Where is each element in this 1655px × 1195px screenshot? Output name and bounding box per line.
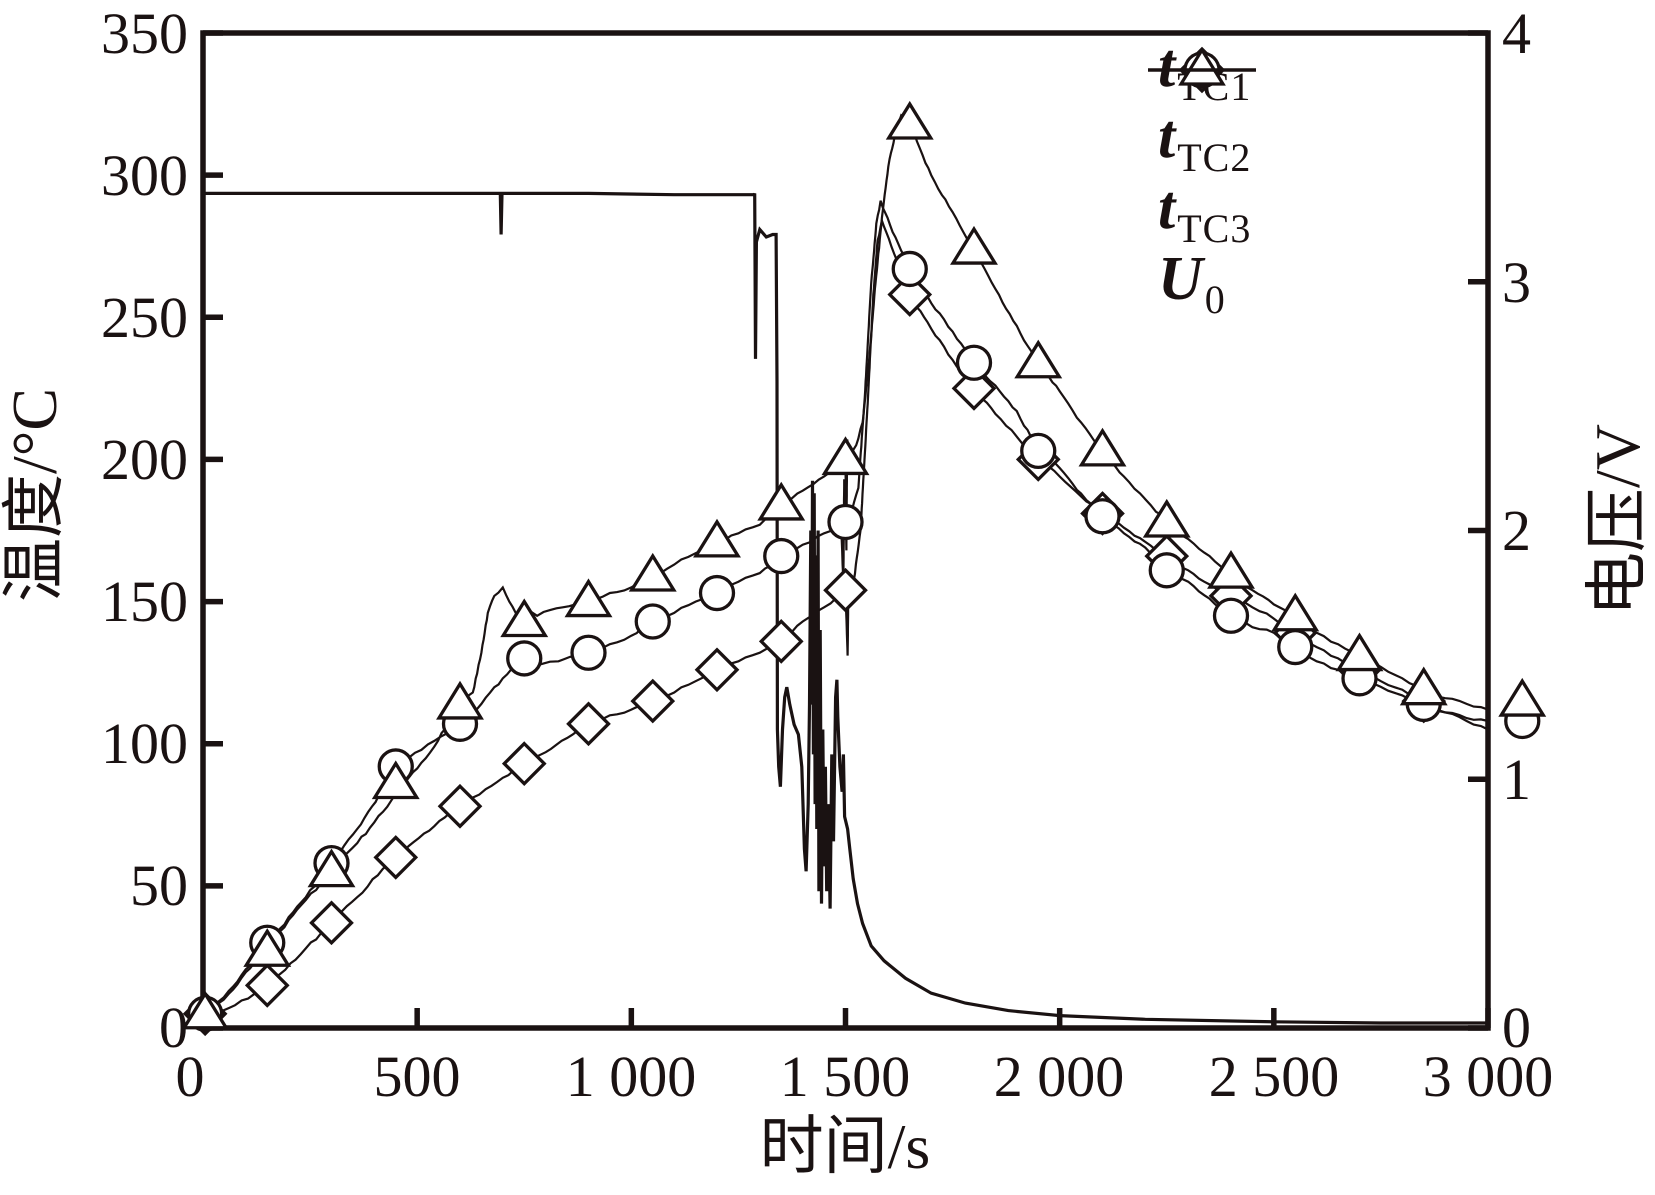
y-right-tick-0: 0 xyxy=(1502,995,1531,1060)
diamond-marker-t_TC1 xyxy=(630,678,676,724)
y-left-tick-100: 100 xyxy=(101,711,188,776)
circle-marker-t_TC2 xyxy=(1277,628,1314,666)
triangle-marker-t_TC3 xyxy=(1078,427,1127,467)
legend-entry-u0: U0 xyxy=(1146,68,1256,322)
triangle-marker-t_TC3 xyxy=(757,481,806,521)
legend-label-u0: U0 xyxy=(1158,245,1226,322)
diamond-marker-t_TC1 xyxy=(694,647,740,693)
legend-label-ttc3: tTC3 xyxy=(1158,174,1252,251)
triangle-marker-t_TC3 xyxy=(885,100,934,140)
y-left-tick-350: 350 xyxy=(101,1,188,66)
triangle-marker-t_TC3 xyxy=(500,598,549,638)
triangle-marker-t_TC3 xyxy=(1399,666,1448,706)
x-axis-title: 时间/s xyxy=(759,1111,931,1182)
circle-marker-t_TC2 xyxy=(827,503,864,541)
diamond-marker-t_TC1 xyxy=(951,366,997,411)
circle-marker-t_TC2 xyxy=(1084,498,1121,535)
diamond-marker-t_TC1 xyxy=(887,272,933,317)
legend-entry-ttc2: tTC2 xyxy=(1146,51,1256,180)
triangle-marker-t_TC3 xyxy=(821,436,870,476)
y-left-tick-50: 50 xyxy=(130,853,188,918)
circle-marker-t_TC2 xyxy=(570,634,607,671)
series-line-t_TC3 xyxy=(202,113,1489,1021)
circle-marker-t_TC2 xyxy=(955,344,993,381)
triangle-marker-t_TC3 xyxy=(307,848,356,888)
x-tick-1000: 1 000 xyxy=(565,1044,697,1109)
triangle-marker-t_TC3 xyxy=(1142,498,1191,538)
triangle-marker-t_TC3 xyxy=(628,552,677,592)
y-right-tick-3: 3 xyxy=(1502,250,1531,315)
y-left-axis-title: 温度/°C xyxy=(0,387,70,603)
diamond-marker-t_TC1 xyxy=(437,783,483,829)
y-left-tick-300: 300 xyxy=(101,143,188,208)
diamond-marker-t_TC1 xyxy=(373,835,419,880)
y-right-axis-title: 电压/V xyxy=(1582,424,1653,616)
diamond-marker-t_TC1 xyxy=(758,619,804,664)
triangle-marker-t_TC3 xyxy=(1335,632,1384,672)
series-line-U_0 xyxy=(203,191,1488,1025)
triangle-marker-t_TC3 xyxy=(1207,550,1255,589)
x-tick-0: 0 xyxy=(175,1044,205,1109)
triangle-marker-t_TC3 xyxy=(950,225,998,265)
diamond-marker-t_TC1 xyxy=(244,963,290,1008)
y-left-tick-150: 150 xyxy=(101,569,188,634)
circle-marker-t_TC2 xyxy=(1148,552,1185,589)
triangle-marker-t_TC3 xyxy=(564,578,613,618)
triangle-marker-t_TC3 xyxy=(181,990,230,1030)
diamond-marker-t_TC1 xyxy=(566,701,611,747)
diamond-marker-t_TC1 xyxy=(309,900,354,946)
triangle-marker-t_TC3 xyxy=(1014,339,1063,379)
circle-marker-t_TC2 xyxy=(1212,597,1250,634)
triangle-marker-t_TC3 xyxy=(693,518,741,558)
circle-marker-t_TC2 xyxy=(891,250,928,288)
x-tick-500: 500 xyxy=(373,1044,461,1109)
x-tick-3000: 3 000 xyxy=(1422,1044,1554,1109)
circle-marker-t_TC2 xyxy=(1020,432,1057,470)
triangle-marker-t_TC3 xyxy=(1271,592,1320,632)
circle-marker-t_TC2 xyxy=(698,574,736,612)
solid-line-icon xyxy=(1148,68,1256,72)
circle-marker-t_TC2 xyxy=(506,640,543,677)
triangle-marker-t_TC3 xyxy=(436,680,484,720)
triangle-marker-t_TC3 xyxy=(1498,677,1547,717)
y-left-tick-250: 250 xyxy=(101,285,188,350)
y-left-tick-0: 0 xyxy=(159,995,188,1060)
y-left-tick-200: 200 xyxy=(101,427,188,492)
x-tick-1500: 1 500 xyxy=(779,1044,911,1109)
legend: tTC1 tTC2 tTC3 U0 xyxy=(1146,34,1256,322)
diamond-marker-t_TC1 xyxy=(501,741,547,786)
x-tick-2500: 2 500 xyxy=(1208,1044,1340,1109)
triangle-marker-t_TC3 xyxy=(243,928,292,967)
y-right-tick-4: 4 xyxy=(1502,1,1531,66)
legend-entry-ttc3: tTC3 xyxy=(1146,46,1256,251)
diamond-marker-t_TC1 xyxy=(823,567,868,613)
y-right-tick-2: 2 xyxy=(1502,498,1531,563)
triangle-marker-t_TC3 xyxy=(371,760,420,800)
y-right-tick-1: 1 xyxy=(1502,747,1531,812)
circle-marker-t_TC2 xyxy=(763,537,800,575)
legend-label-ttc2: tTC2 xyxy=(1158,103,1252,180)
x-tick-2000: 2 000 xyxy=(993,1044,1125,1109)
circle-marker-t_TC2 xyxy=(634,603,671,640)
